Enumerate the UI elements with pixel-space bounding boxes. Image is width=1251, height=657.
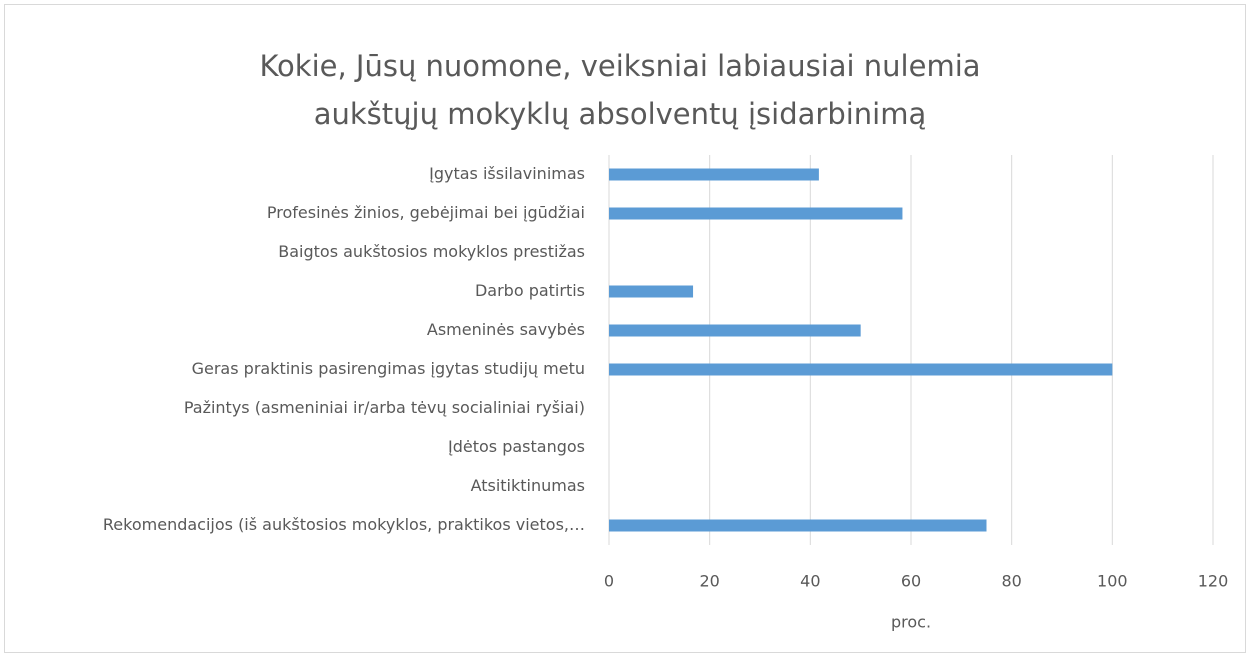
x-tick-label: 80: [1001, 572, 1021, 591]
y-tick-label: Atsitiktinumas: [471, 476, 585, 495]
y-tick-label: Asmeninės savybės: [427, 320, 585, 339]
x-tick-label: 120: [1198, 572, 1229, 591]
y-tick-label: Įgytas išsilavinimas: [429, 164, 585, 183]
x-tick-label: 0: [604, 572, 614, 591]
x-tick-label: 20: [699, 572, 719, 591]
x-axis-title: proc.: [891, 613, 931, 632]
x-tick-label: 40: [800, 572, 820, 591]
x-tick-label: 100: [1097, 572, 1128, 591]
bar: [609, 519, 987, 532]
y-tick-label: Profesinės žinios, gebėjimai bei įgūdžia…: [267, 203, 585, 222]
bar: [609, 207, 903, 220]
y-tick-label: Pažintys (asmeniniai ir/arba tėvų social…: [184, 398, 585, 417]
y-tick-label: Įdėtos pastangos: [448, 437, 585, 456]
bar: [609, 363, 1113, 376]
bar: [609, 324, 861, 337]
bar: [609, 285, 694, 298]
y-tick-label: Geras praktinis pasirengimas įgytas stud…: [192, 359, 585, 378]
x-tick-label: 60: [901, 572, 921, 591]
chart-border: [4, 4, 1246, 653]
chart-title: Kokie, Jūsų nuomone, veiksniai labiausia…: [259, 49, 981, 131]
bar: [609, 168, 819, 181]
y-tick-label: Rekomendacijos (iš aukštosios mokyklos, …: [103, 515, 585, 534]
y-tick-label: Darbo patirtis: [475, 281, 585, 300]
y-tick-label: Baigtos aukštosios mokyklos prestižas: [278, 242, 585, 261]
